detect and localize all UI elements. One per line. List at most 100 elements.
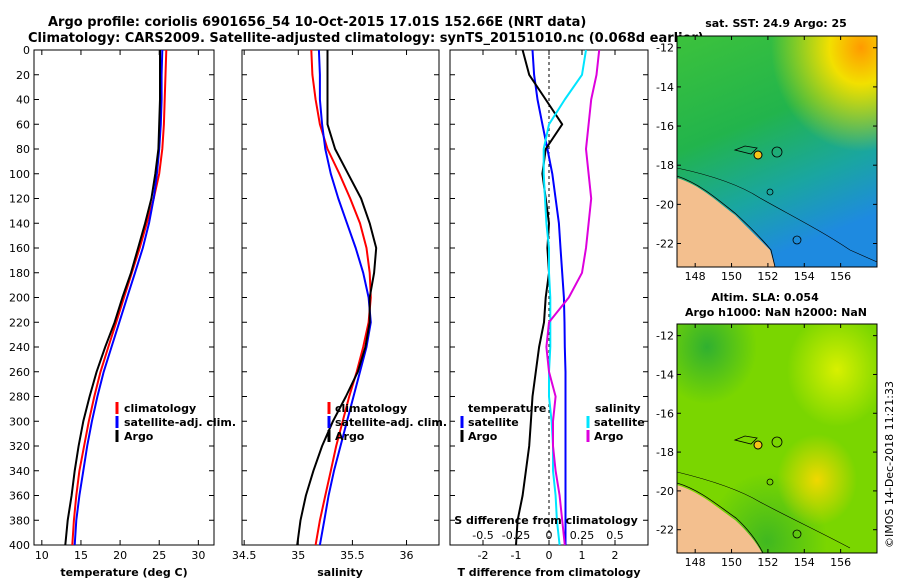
xtick-label: 35.5 — [340, 549, 365, 562]
map-lon-label: 154 — [794, 556, 815, 569]
series-line-climatology — [71, 49, 168, 546]
depth-tick-label: 120 — [9, 193, 30, 206]
sla-title1: Altim. SLA: 0.054 — [711, 291, 819, 304]
map-lat-label: -14 — [656, 368, 674, 381]
map-lat-label: -12 — [656, 42, 674, 55]
legend-clim-label: climatology — [124, 402, 196, 415]
salinity-axes — [241, 49, 440, 546]
legend-salinity-title: salinity — [595, 402, 641, 415]
depth-tick-label: 100 — [9, 168, 30, 181]
map-lon-label: 154 — [794, 270, 815, 283]
sst-map-frame — [676, 35, 878, 268]
argo-float-marker — [753, 440, 763, 450]
reef-outline — [771, 146, 783, 158]
legend-sat-label: satellite-adj. clim. — [124, 416, 236, 429]
timestamp: ©IMOS 14-Dec-2018 11:21:33 — [883, 381, 896, 548]
xtick-label: 36 — [400, 549, 414, 562]
temperature-panel: 0 20 40 60 80 100 120 140 160 180 200 220 240 260 280 3… — [9, 44, 236, 579]
xtick-label: 1 — [579, 549, 586, 562]
map-lat-label: -12 — [656, 330, 674, 343]
land — [677, 485, 762, 553]
depth-tick-label: 160 — [9, 242, 30, 255]
series-line-satellite-adj-clim- — [317, 49, 372, 546]
map-lon-label: 148 — [685, 556, 706, 569]
map-lat-label: -18 — [656, 159, 674, 172]
argo-float-marker — [753, 150, 763, 160]
xtick-label: 10 — [35, 549, 49, 562]
s-diff-tick-label: 0.25 — [570, 529, 595, 542]
legend-sargo-label: Argo — [594, 430, 624, 443]
legend-clim-label: climatology — [335, 402, 407, 415]
xtick-label: 34.5 — [232, 549, 257, 562]
map-lat-label: -14 — [656, 81, 674, 94]
shelf-contour — [677, 471, 851, 549]
reef-outline — [766, 478, 774, 486]
depth-tick-label: 340 — [9, 465, 30, 478]
legend-sat-label: satellite-adj. clim. — [335, 416, 447, 429]
reef-outline — [733, 435, 758, 445]
map-lon-label: 148 — [685, 270, 706, 283]
series-line-s-satellite — [542, 49, 587, 546]
temperature-legend: climatology satellite-adj. clim. Argo — [115, 402, 236, 443]
depth-tick-label: 140 — [9, 217, 30, 230]
depth-tick-label: 60 — [16, 118, 30, 131]
salinity-xlabel: salinity — [317, 566, 363, 579]
land — [677, 178, 775, 267]
series-line-t-argo — [515, 49, 564, 546]
salinity-panel: 34.5 35 35.5 36 salinity climatology satell… — [232, 49, 447, 579]
legend-argo-label: Argo — [335, 430, 365, 443]
legend-targo-label: Argo — [468, 430, 498, 443]
map-lon-label: 152 — [757, 556, 778, 569]
series-line-s-argo — [545, 49, 601, 546]
series-line-argo — [296, 50, 378, 546]
legend-temperature-title: temperature — [468, 402, 546, 415]
map-lat-label: -16 — [656, 407, 674, 420]
reef-outline — [792, 529, 802, 539]
reef-outline — [733, 145, 758, 155]
map-lon-label: 150 — [721, 556, 742, 569]
depth-tick-label: 200 — [9, 292, 30, 305]
coastline — [677, 482, 764, 553]
map-lon-label: 152 — [757, 270, 778, 283]
shelf-contour — [677, 167, 877, 263]
legend-ssat-label: satellite — [594, 416, 645, 429]
sst-map: -12 -14 -16 -18 -20 -22 148 150 152 154 156 — [656, 35, 878, 283]
reef-outline — [771, 436, 783, 448]
depth-tick-label: 180 — [9, 267, 30, 280]
depth-tick-label: 0 — [23, 44, 30, 57]
xtick-label: -2 — [478, 549, 489, 562]
depth-tick-label: 40 — [16, 94, 30, 107]
reef-outline — [766, 188, 774, 196]
depth-tick-label: 360 — [9, 490, 30, 503]
s-diff-tick-label: 0.5 — [606, 529, 624, 542]
title-line2: Climatology: CARS2009. Satellite-adjuste… — [28, 31, 704, 46]
xtick-label: -1 — [511, 549, 522, 562]
sla-title2: Argo h1000: NaN h2000: NaN — [685, 306, 867, 319]
legend-tsat-label: satellite — [468, 416, 519, 429]
map-lon-label: 156 — [830, 556, 851, 569]
map-lat-label: -20 — [656, 198, 674, 211]
temperature-xlabel: temperature (deg C) — [60, 566, 187, 579]
s-diff-tick-label: -0.5 — [472, 529, 493, 542]
xtick-label: 25 — [152, 549, 166, 562]
s-diff-tick-label: 0 — [546, 529, 553, 542]
xtick-label: 35 — [291, 549, 305, 562]
map-lon-label: 150 — [721, 270, 742, 283]
salinity-legend: climatology satellite-adj. clim. Argo — [327, 402, 447, 443]
sla-map-frame — [676, 323, 878, 554]
depth-tick-label: 380 — [9, 514, 30, 527]
sla-map: -12 -14 -16 -18 -20 -22 148 150 152 154 156 — [656, 323, 878, 569]
difference-toplabel: S difference from climatology — [454, 514, 638, 527]
depth-tick-label: 280 — [9, 391, 30, 404]
depth-tick-label: 240 — [9, 341, 30, 354]
xtick-label: 30 — [191, 549, 205, 562]
difference-legend: temperature satellite Argo salinity sate… — [460, 402, 645, 443]
depth-tick-label: 400 — [9, 539, 30, 552]
series-line-argo — [64, 50, 161, 546]
difference-xlabel: T difference from climatology — [457, 566, 640, 579]
xtick-label: 20 — [113, 549, 127, 562]
map-lat-label: -16 — [656, 120, 674, 133]
xtick-label: 2 — [612, 549, 619, 562]
xtick-label: 0 — [546, 549, 553, 562]
